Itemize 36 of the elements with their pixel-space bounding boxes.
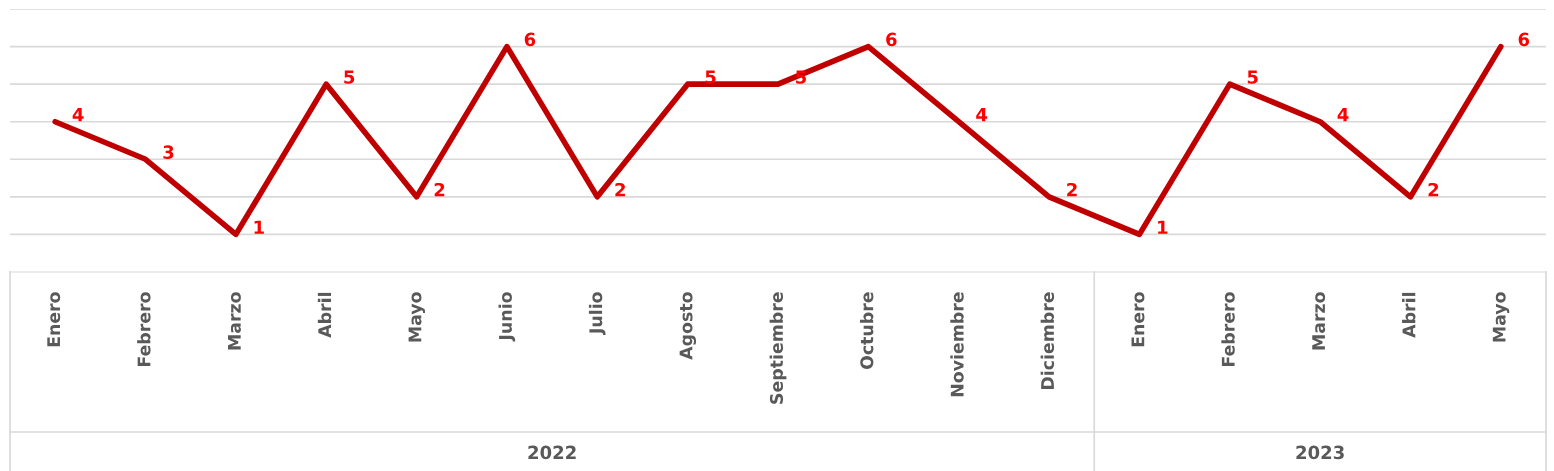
data-label: 2 — [1067, 182, 1077, 197]
data-label: 5 — [705, 70, 716, 84]
data-label: 1 — [254, 220, 264, 234]
x-tick-label: Marzo — [1312, 292, 1326, 350]
x-tick-label: Marzo — [228, 292, 241, 350]
data-label: 4 — [72, 107, 84, 122]
x-tick-label: Mayo — [408, 292, 425, 342]
data-label: 1 — [1158, 220, 1168, 234]
text: 2022 — [528, 445, 576, 460]
x-tick-label: Abril — [1402, 292, 1416, 338]
data-label: 2 — [1428, 182, 1439, 197]
text: 2023 — [1296, 445, 1344, 460]
x-tick-label: Abril — [317, 292, 332, 338]
x-tick-label: Septiembre — [769, 292, 787, 404]
x-tick-label: Enero — [47, 292, 61, 347]
data-label: 6 — [524, 32, 536, 47]
data-label: 4 — [976, 107, 988, 122]
x-tick-label: Octubre — [859, 292, 874, 370]
x-tick-label: Noviembre — [950, 292, 964, 397]
x-tick-label: Febrero — [1221, 292, 1235, 367]
data-label: 5 — [344, 70, 355, 84]
x-tick-label: Mayo — [1492, 292, 1510, 342]
data-label: 6 — [1518, 32, 1530, 47]
data-label: 5 — [796, 70, 806, 84]
data-label: 3 — [163, 145, 174, 159]
x-tick-label: Julio — [588, 292, 606, 336]
data-label: 5 — [1247, 70, 1258, 84]
x-tick-label: Junio — [498, 292, 516, 342]
data-label: 2 — [615, 182, 625, 197]
x-tick-label: Febrero — [137, 292, 151, 367]
data-label: 6 — [886, 32, 897, 47]
data-label: 2 — [434, 182, 445, 197]
x-tick-label: Enero — [1131, 292, 1145, 347]
x-tick-label: Diciembre — [1040, 292, 1055, 390]
data-label: 4 — [1337, 107, 1349, 122]
x-tick-label: Agosto — [679, 292, 697, 360]
